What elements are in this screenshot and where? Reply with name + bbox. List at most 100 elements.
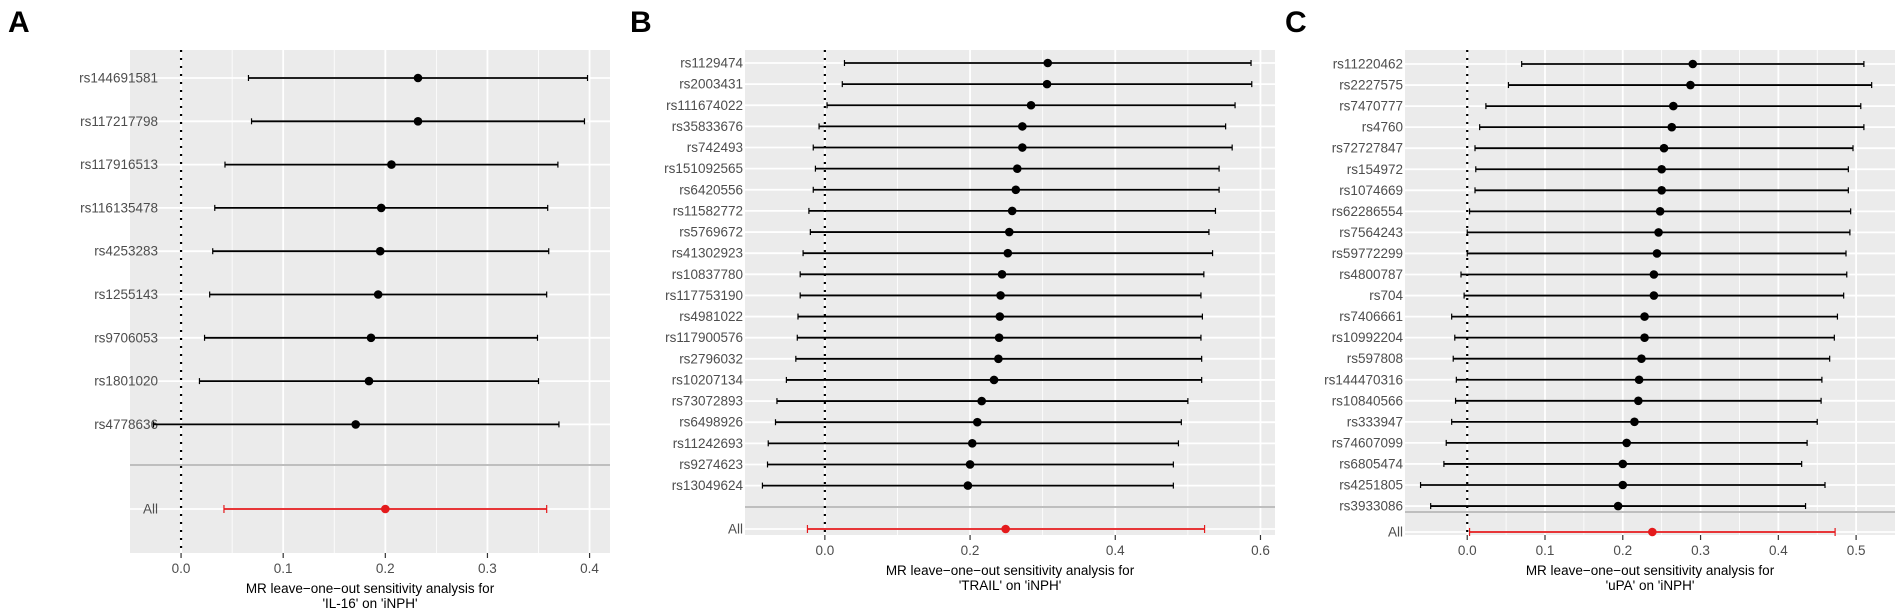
snp-row: rs72727847 (1332, 141, 1854, 156)
point-estimate (1649, 291, 1659, 300)
snp-label: rs154972 (1347, 162, 1403, 177)
snp-label: rs111674022 (666, 98, 743, 113)
snp-row: rs333947 (1347, 414, 1818, 429)
x-tick-label: 0.1 (274, 561, 293, 576)
snp-row: rs41302923 (672, 246, 1214, 261)
snp-label: rs2796032 (679, 351, 743, 366)
snp-label: rs1129474 (680, 56, 743, 71)
snp-label: rs10840566 (1332, 393, 1403, 408)
all-row: All (1388, 525, 1836, 540)
point-estimate (1018, 122, 1027, 131)
snp-label: rs4251805 (1339, 478, 1403, 493)
snp-label: rs4760 (1362, 120, 1403, 135)
all-point-estimate (1648, 527, 1657, 537)
snp-label: rs10992204 (1332, 330, 1404, 345)
point-estimate (973, 417, 982, 427)
snp-row: rs73072893 (672, 394, 1189, 409)
snp-label: rs4981022 (679, 309, 743, 324)
point-estimate (965, 460, 975, 469)
snp-label: rs1801020 (94, 374, 158, 389)
point-estimate (387, 160, 396, 169)
snp-row: rs2003431 (679, 77, 1253, 92)
all-point-estimate (1001, 524, 1010, 534)
snp-row: rs4251805 (1339, 478, 1826, 493)
snp-label: rs597808 (1347, 351, 1403, 366)
panel-label: C (1285, 6, 1307, 39)
snp-row: rs4253283 (94, 244, 550, 259)
point-estimate (1655, 207, 1665, 216)
snp-row: rs144691581 (79, 71, 589, 86)
point-estimate (963, 481, 973, 490)
point-estimate (376, 203, 386, 213)
x-tick-label: 0.6 (1251, 543, 1270, 558)
snp-label: rs1255143 (94, 287, 158, 302)
snp-row: rs5769672 (679, 225, 1210, 240)
snp-label: rs62286554 (1332, 204, 1404, 219)
snp-label: rs117217798 (80, 114, 158, 129)
point-estimate (1657, 164, 1666, 174)
point-estimate (413, 117, 423, 126)
plot-background (745, 50, 1275, 535)
snp-label: rs73072893 (672, 394, 743, 409)
point-estimate (1652, 249, 1662, 258)
snp-label: rs35833676 (672, 119, 743, 134)
snp-row: rs144470316 (1324, 372, 1823, 387)
point-estimate (1654, 228, 1663, 237)
snp-row: rs74607099 (1332, 435, 1808, 450)
x-tick-label: 0.0 (815, 543, 834, 558)
point-estimate (1004, 227, 1014, 237)
all-row: All (728, 522, 1206, 537)
point-estimate (995, 312, 1005, 321)
point-estimate (1622, 438, 1631, 448)
snp-label: rs7564243 (1339, 225, 1403, 240)
point-estimate (413, 73, 423, 83)
snp-row: rs117916513 (80, 157, 559, 172)
snp-row: rs11220462 (1333, 57, 1865, 72)
snp-label: rs11242693 (673, 436, 743, 451)
point-estimate (1657, 186, 1666, 195)
point-estimate (1618, 480, 1628, 490)
snp-row: rs9706053 (94, 330, 539, 345)
snp-label: rs72727847 (1332, 141, 1403, 156)
point-estimate (1649, 270, 1659, 279)
snp-label: rs6498926 (679, 415, 743, 430)
snp-row: rs10992204 (1332, 330, 1835, 345)
snp-row: rs1074669 (1339, 183, 1849, 198)
x-tick-label: 0.5 (1847, 543, 1866, 558)
snp-label: rs117916513 (80, 157, 158, 172)
snp-row: rs7406661 (1339, 309, 1839, 324)
all-point-estimate (381, 504, 390, 514)
snp-row: rs35833676 (672, 119, 1227, 134)
snp-label: rs333947 (1347, 414, 1403, 429)
snp-row: rs4981022 (679, 309, 1203, 324)
snp-row: rs1255143 (94, 287, 548, 302)
point-estimate (994, 333, 1004, 342)
snp-row: rs7564243 (1339, 225, 1851, 240)
snp-label: rs11582772 (673, 203, 743, 218)
snp-label: rs2227575 (1339, 78, 1403, 93)
x-tick-label: 0.3 (478, 561, 497, 576)
point-estimate (1026, 100, 1036, 110)
point-estimate (1043, 58, 1053, 68)
snp-label: rs144691581 (79, 71, 158, 86)
snp-label: rs704 (1369, 288, 1403, 303)
snp-label: rs742493 (687, 140, 743, 155)
snp-label: rs9274623 (679, 457, 743, 472)
snp-row: rs4778636 (94, 417, 560, 432)
x-tick-label: 0.0 (1458, 543, 1477, 558)
point-estimate (1659, 143, 1669, 153)
snp-label: rs13049624 (672, 478, 744, 493)
panel-label: B (630, 6, 652, 39)
snp-row: rs4800787 (1339, 267, 1848, 282)
snp-label: rs117900576 (665, 330, 743, 345)
snp-row: rs111674022 (666, 98, 1236, 113)
snp-label: rs7406661 (1339, 309, 1403, 324)
x-axis-title-line2: 'IL-16' on 'iNPH' (322, 596, 417, 611)
snp-row: rs10207134 (672, 372, 1203, 387)
snp-label: rs6420556 (679, 182, 743, 197)
point-estimate (375, 246, 385, 256)
snp-row: rs117900576 (665, 330, 1202, 345)
point-estimate (1018, 143, 1027, 152)
snp-label: rs11220462 (1333, 57, 1403, 72)
snp-row: rs151092565 (664, 161, 1220, 176)
